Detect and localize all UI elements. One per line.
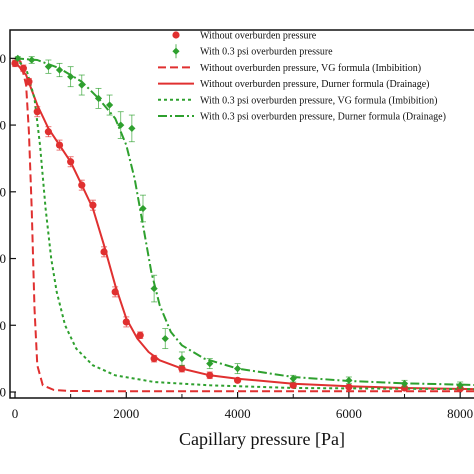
data-point [106,101,114,109]
data-point [136,331,144,339]
y-tick-label: 0 [0,385,6,400]
data-point [456,381,464,389]
data-point [206,371,214,379]
y-tick-label: 0 [0,251,6,266]
data-point [67,73,75,81]
legend-label-0: Without overburden pressure [200,31,317,42]
data-point [289,381,297,389]
data-point [233,376,242,384]
legend-label-1: With 0.3 psi overburden pressure [200,47,333,58]
y-tick-label: 0 [0,318,6,333]
series-line-2 [14,57,474,393]
x-axis-title: Capillary pressure [Pa] [179,429,345,449]
data-point [89,201,97,209]
data-point [14,54,22,62]
data-point [100,248,108,256]
x-tick-label: 2000 [113,406,139,421]
data-point [345,376,353,384]
data-point [139,204,147,213]
data-point [400,380,409,388]
data-point [28,56,36,64]
data-point [345,383,353,391]
data-point [128,124,136,133]
x-tick-label: 8000 [447,406,473,421]
x-tick-label: 4000 [225,406,251,421]
data-point [55,66,64,74]
data-point [111,288,119,296]
data-point [19,64,27,72]
data-point [117,121,125,129]
data-point [161,335,169,343]
data-point [55,141,64,149]
series-line-5 [14,57,474,386]
y-tick-label: 0 [0,118,6,133]
x-tick-label: 6000 [336,406,362,421]
legend-marker-0 [172,31,180,39]
data-point [150,284,158,293]
data-point [33,108,41,116]
data-point [44,128,52,136]
x-tick-label: 0 [12,406,19,421]
legend: Without overburden pressure With 0.3 psi … [158,31,446,123]
data-point [94,94,103,102]
data-point [206,360,214,368]
data-point [67,158,75,166]
legend-label-5: With 0.3 psi overburden pressure, Durner… [200,112,446,123]
legend-label-3: Without overburden pressure, Durner form… [200,79,430,90]
data-point [25,78,33,86]
data-point [289,375,297,383]
data-point [178,355,186,363]
data-point [78,181,86,189]
data-point [178,365,186,373]
data-point [11,59,19,67]
data-point [400,384,409,392]
y-tick-label: 0 [0,184,6,199]
data-point [150,355,158,363]
data-point [233,365,242,373]
legend-marker-1 [172,47,180,55]
data-point [78,81,86,89]
data-point [44,63,52,71]
legend-label-4: With 0.3 psi overburden pressure, VG for… [200,95,437,106]
series-line-4 [14,57,474,391]
legend-label-2: Without overburden pressure, VG formula … [200,63,421,74]
plot-frame [9,29,474,399]
series-layer [11,54,474,393]
y-tick-label: 0 [0,51,6,66]
data-point [122,318,130,326]
